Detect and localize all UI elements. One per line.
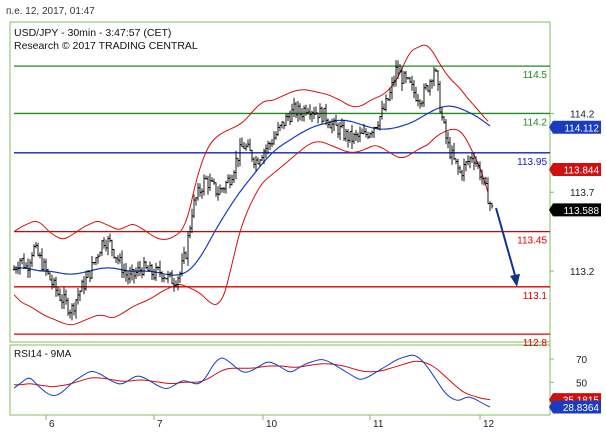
level-label-112.8: 112.8 bbox=[523, 338, 548, 349]
forecast-arrow-layer bbox=[495, 207, 520, 287]
moving-average-layer bbox=[14, 105, 491, 276]
price-tag-ma-box bbox=[549, 120, 601, 134]
x-tick-label-12: 12 bbox=[483, 419, 495, 430]
bollinger-upper-band bbox=[13, 44, 489, 241]
x-tick-label-7: 7 bbox=[157, 419, 163, 430]
level-label-114.2: 114.2 bbox=[523, 117, 548, 128]
x-ticks-layer: 6 7 10 11 12 bbox=[45, 415, 495, 430]
bollinger-layer bbox=[13, 44, 489, 326]
forecast-arrow-head bbox=[510, 273, 520, 287]
levels-layer bbox=[14, 65, 550, 335]
rsi-ma-line bbox=[14, 360, 491, 401]
x-tick-label-6: 6 bbox=[49, 419, 55, 430]
level-label-114.5: 114.5 bbox=[523, 70, 548, 81]
chart-title: USD/JPY - 30min - 3:47:57 (CET) bbox=[14, 27, 171, 39]
y-tick-label-114.2: 114.2 bbox=[570, 109, 595, 120]
y-tick-label-113.2: 113.2 bbox=[570, 267, 595, 278]
bollinger-lower-band bbox=[13, 128, 489, 326]
chart-subtitle: Research © 2017 TRADING CENTRAL bbox=[14, 40, 198, 52]
level-label-113.1: 113.1 bbox=[523, 291, 548, 302]
rsi-layer bbox=[13, 354, 491, 408]
price-tag-last-box bbox=[549, 203, 601, 217]
rsi-tag-rsi-box bbox=[549, 400, 601, 414]
price-panel-frame bbox=[9, 21, 551, 343]
rsi-line bbox=[13, 354, 491, 408]
price-tag-last-label: 113.588 bbox=[564, 206, 600, 217]
y-tick-label-113.7: 113.7 bbox=[570, 188, 595, 199]
rsi-panel-frame bbox=[9, 344, 551, 416]
x-tick-label-10: 10 bbox=[266, 419, 278, 430]
price-tag-bollinger-box bbox=[549, 163, 601, 177]
level-labels-layer: 114.5 114.2 113.95 113.45 113.1 112.8 bbox=[517, 70, 547, 349]
rsi-y-tick-label-70: 70 bbox=[576, 355, 588, 366]
x-tick-label-11: 11 bbox=[373, 419, 384, 430]
rsi-y-tick-label-50: 50 bbox=[576, 378, 588, 389]
top-bar: п.е. 12, 2017, 01:47 bbox=[0, 0, 606, 20]
moving-average-line bbox=[14, 105, 491, 276]
rsi-tag-rsi-label: 28.8364 bbox=[563, 403, 600, 414]
price-tag-bollinger-label: 113.844 bbox=[564, 166, 600, 177]
forecast-arrow-shaft bbox=[495, 207, 517, 280]
timestamp-label: п.е. 12, 2017, 01:47 bbox=[6, 6, 95, 17]
level-label-113.45: 113.45 bbox=[517, 236, 547, 247]
level-label-113.95: 113.95 bbox=[517, 157, 547, 168]
candles-layer bbox=[12, 60, 494, 321]
rsi-title: RSI14 - 9MA bbox=[14, 349, 72, 360]
price-tag-ma-label: 114.112 bbox=[564, 123, 599, 134]
